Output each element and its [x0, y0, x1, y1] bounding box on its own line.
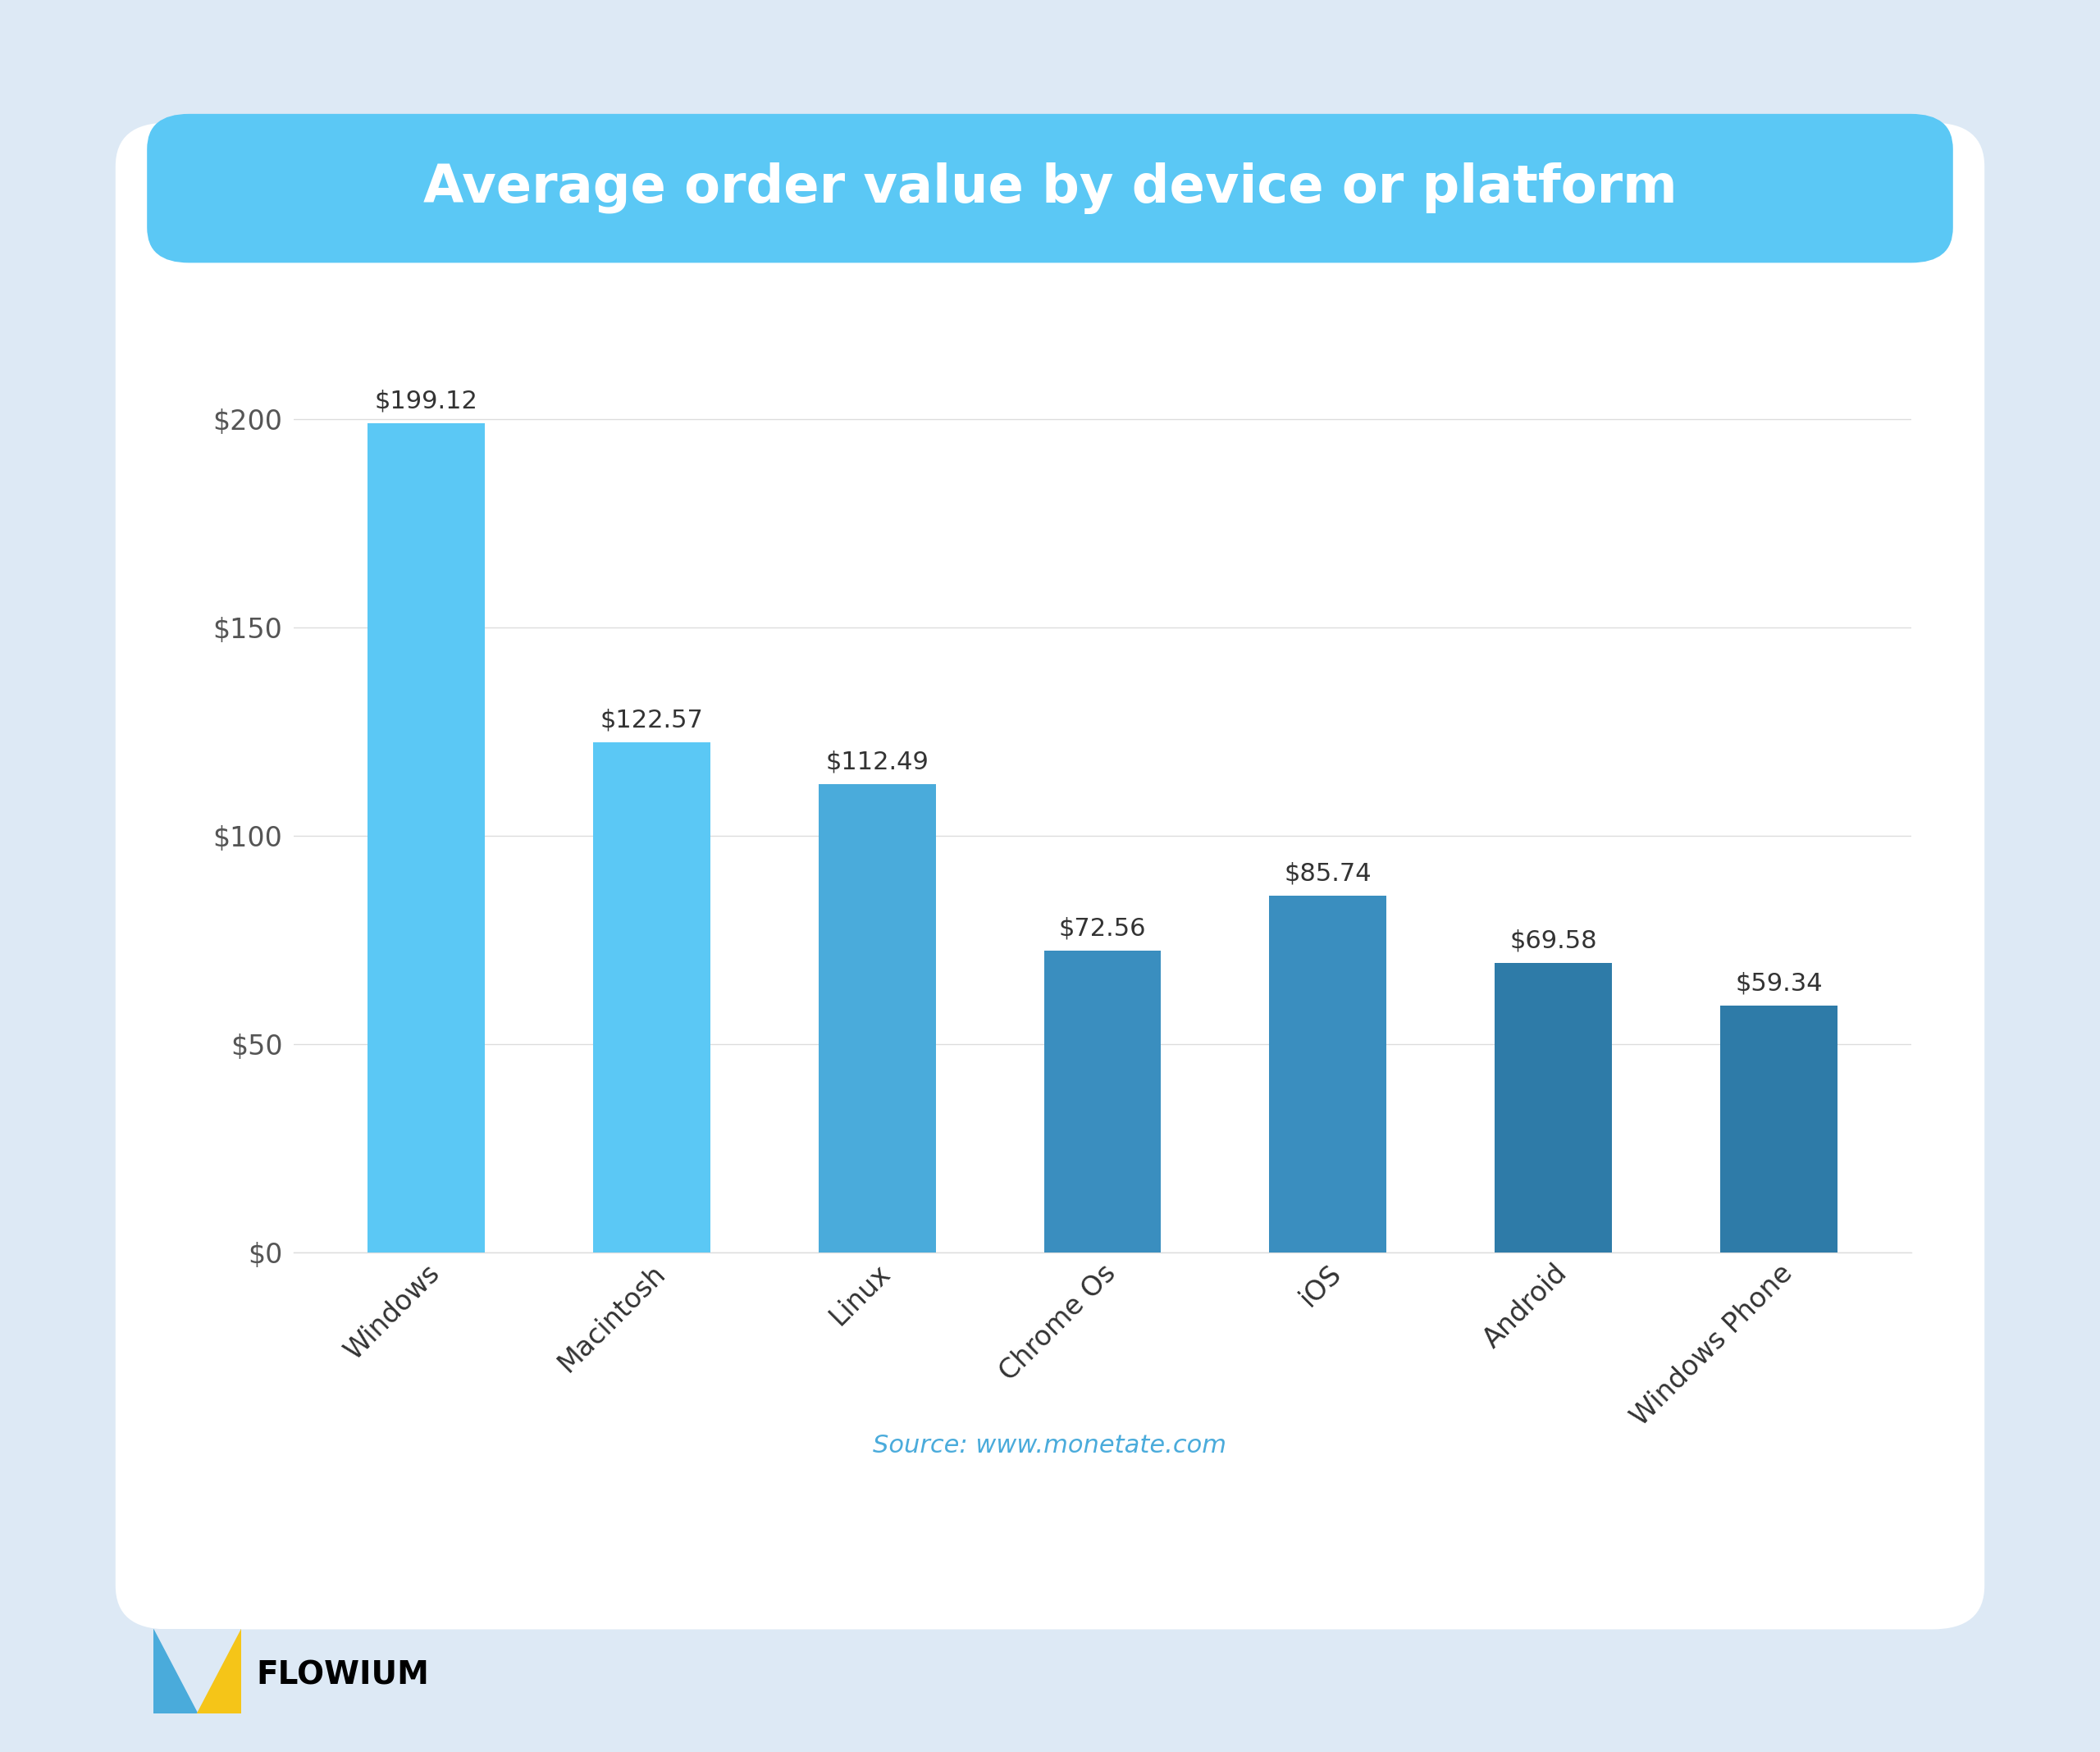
- Text: $199.12: $199.12: [374, 389, 477, 413]
- Text: FLOWIUM: FLOWIUM: [256, 1659, 428, 1691]
- Text: $122.57: $122.57: [601, 708, 704, 732]
- Polygon shape: [153, 1629, 197, 1713]
- Bar: [1268, 895, 1386, 1253]
- Text: $112.49: $112.49: [825, 750, 928, 774]
- Bar: [819, 785, 937, 1253]
- Text: $85.74: $85.74: [1285, 862, 1371, 885]
- Bar: [1720, 1006, 1838, 1253]
- Bar: [368, 424, 485, 1253]
- Text: $72.56: $72.56: [1058, 916, 1147, 941]
- Bar: [1044, 950, 1161, 1253]
- Bar: [1495, 964, 1613, 1253]
- Bar: [592, 743, 710, 1253]
- Polygon shape: [197, 1629, 241, 1713]
- Text: $69.58: $69.58: [1510, 929, 1598, 953]
- Text: Source: www.monetate.com: Source: www.monetate.com: [874, 1433, 1226, 1458]
- Text: Average order value by device or platform: Average order value by device or platfor…: [422, 163, 1678, 214]
- Text: $59.34: $59.34: [1735, 971, 1823, 995]
